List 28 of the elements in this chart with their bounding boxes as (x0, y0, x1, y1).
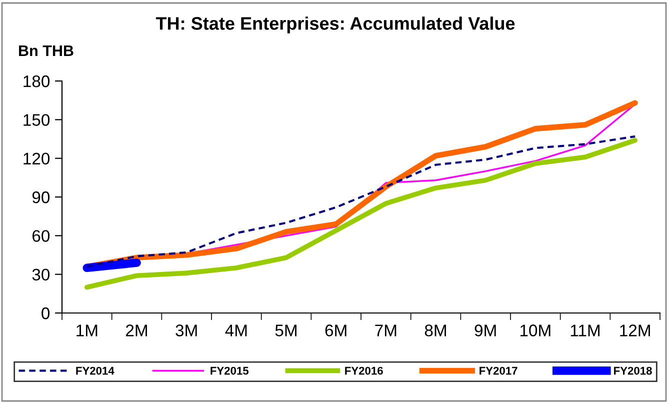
x-tick-label: 6M (325, 324, 346, 336)
x-tick-label: 7M (375, 324, 396, 336)
x-tick-label: 12M (620, 324, 650, 336)
x-tick-label: 9M (474, 324, 496, 336)
y-tick-label: 30 (32, 268, 50, 281)
y-tick-label: 180 (24, 75, 50, 88)
chart-title: TH: State Enterprises: Accumulated Value (156, 16, 515, 34)
y-tick-label: 150 (24, 114, 50, 126)
line-series (86, 135, 636, 268)
legend-label: FY2018 (614, 366, 652, 375)
y-tick-label: 0 (42, 307, 50, 320)
x-tick-label: 3M (176, 324, 197, 336)
y-tick-label: 120 (24, 152, 50, 165)
x-tick-label: 11M (570, 324, 600, 336)
y-axis-title: Bn THB (19, 45, 74, 56)
legend-label: FY2015 (210, 366, 249, 375)
x-tick-label: 10M (520, 324, 550, 336)
x-tick-label: 2M (126, 324, 147, 336)
x-tick-label: 1M (76, 324, 98, 336)
legend-label: FY2016 (345, 366, 383, 375)
x-tick-label: 5M (275, 324, 296, 336)
x-tick-label: 8M (424, 324, 446, 336)
legend-label: FY2014 (76, 366, 114, 375)
y-tick-label: 60 (32, 230, 50, 242)
legend-label: FY2017 (480, 366, 518, 375)
x-tick-label: 4M (225, 324, 247, 336)
line-series (84, 138, 638, 290)
y-tick-label: 90 (32, 191, 50, 204)
